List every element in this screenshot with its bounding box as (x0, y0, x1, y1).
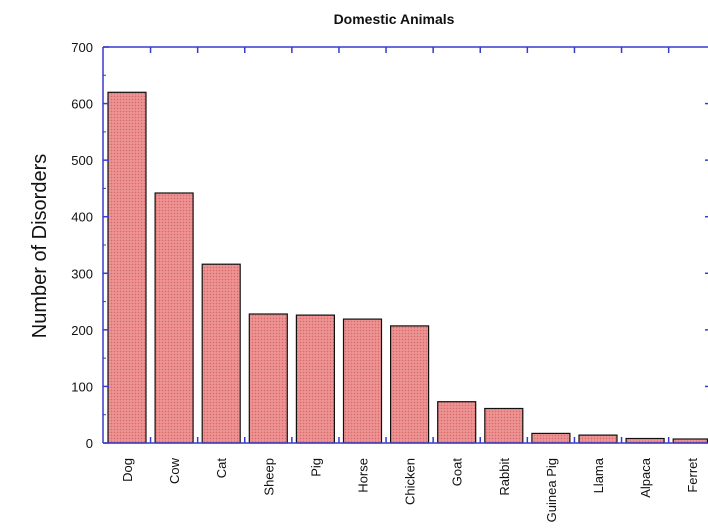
chart-title: Domestic Animals (334, 11, 455, 27)
bar-guinea-pig (531, 432, 571, 444)
bars-layer (107, 91, 708, 444)
x-category-label-horse: Horse (356, 458, 371, 493)
x-category-label-ferret: Ferret (685, 458, 700, 493)
bar-dog (107, 91, 147, 444)
bar-cow (154, 192, 194, 444)
y-tick-label-0: 0 (86, 436, 93, 451)
bar-llama (578, 434, 618, 444)
x-category-label-alpaca: Alpaca (638, 457, 653, 498)
y-tick-labels: 0 100 200 300 400 500 600 700 (71, 40, 93, 451)
x-category-label-goat: Goat (450, 458, 465, 487)
y-tick-label-200: 200 (71, 323, 93, 338)
y-tick-label-400: 400 (71, 210, 93, 225)
bar-horse (342, 318, 383, 444)
x-category-labels: Dog Cow Cat Sheep Pig Horse Chicken Goat Rabbit G… (120, 457, 700, 522)
x-category-label-cow: Cow (167, 457, 182, 484)
bar-chicken (390, 325, 430, 444)
x-category-label-cat: Cat (214, 458, 229, 479)
x-category-label-sheep: Sheep (261, 458, 276, 496)
y-tick-label-100: 100 (71, 379, 93, 394)
y-tick-label-500: 500 (71, 153, 93, 168)
x-category-label-llama: Llama (591, 457, 606, 493)
bar-rabbit (484, 407, 524, 444)
bar-goat (437, 401, 477, 444)
x-category-label-guinea-pig: Guinea Pig (544, 458, 559, 522)
bar-sheep (248, 313, 288, 444)
y-tick-label-600: 600 (71, 97, 93, 112)
x-category-label-rabbit: Rabbit (497, 458, 512, 496)
x-category-label-pig: Pig (308, 458, 323, 477)
y-tick-label-300: 300 (71, 266, 93, 281)
x-category-label-dog: Dog (120, 458, 135, 482)
y-axis-title: Number of Disorders (29, 154, 51, 339)
bar-pig (295, 314, 335, 444)
y-tick-label-700: 700 (71, 40, 93, 55)
bar-cat (201, 263, 241, 444)
x-category-label-chicken: Chicken (403, 458, 418, 505)
axes-layer (102, 46, 708, 444)
